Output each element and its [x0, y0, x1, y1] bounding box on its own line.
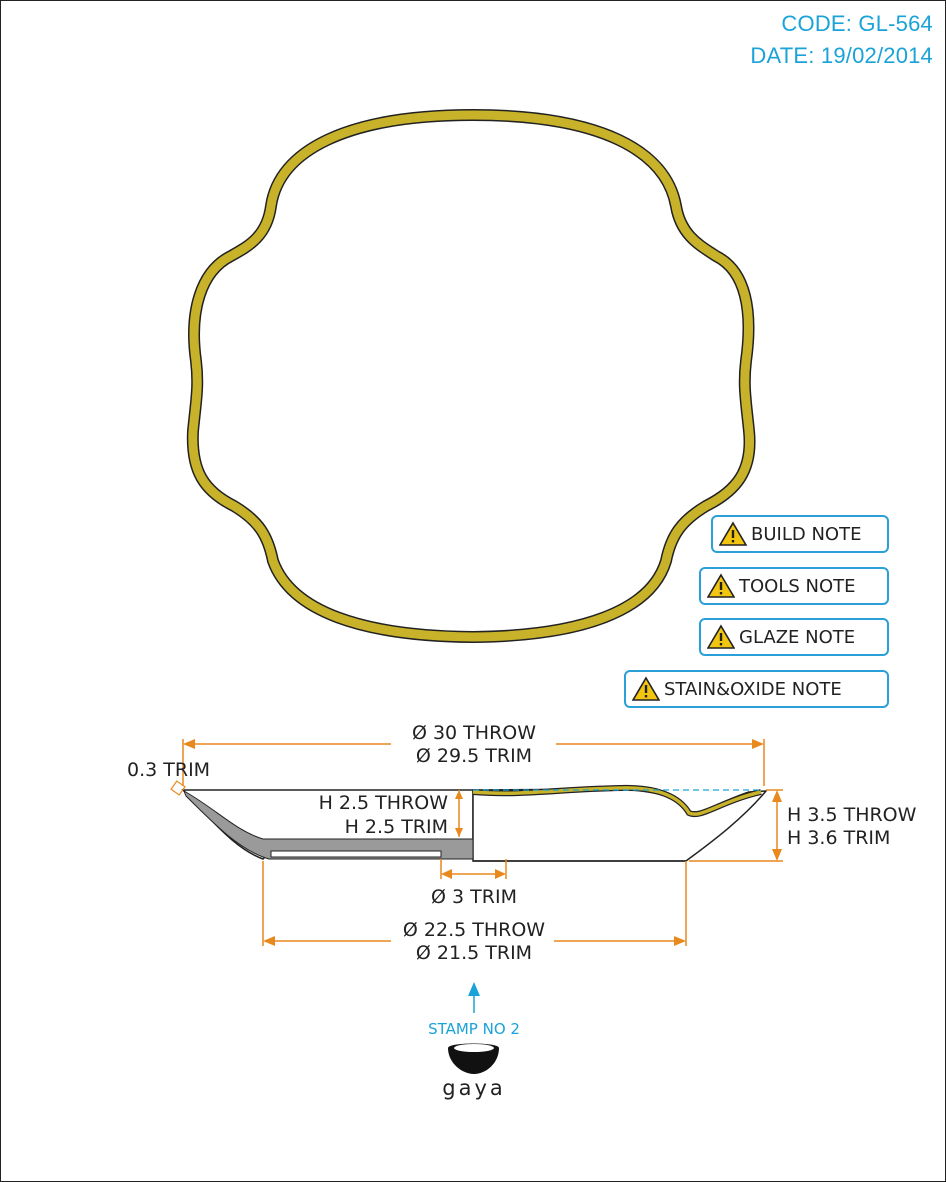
code-label: CODE: GL-564	[781, 11, 933, 36]
gaya-logo: gaya	[442, 1043, 506, 1100]
date-label: DATE: 19/02/2014	[750, 43, 933, 68]
inner-height-throw-label: H 2.5 THROW	[319, 792, 449, 814]
warning-icon	[707, 573, 735, 598]
dimension-lines	[182, 739, 783, 946]
tools-note-button[interactable]: TOOLS NOTE	[699, 567, 889, 605]
build-note-label: BUILD NOTE	[751, 523, 862, 545]
base-throw-label: Ø 22.5 THROW	[403, 919, 545, 941]
rim-trim-label: 0.3 TRIM	[127, 759, 210, 781]
build-note-button[interactable]: BUILD NOTE	[711, 515, 889, 553]
diameter-throw-label: Ø 30 THROW	[412, 722, 536, 744]
dimension-labels: Ø 30 THROW Ø 29.5 TRIM 0.3 TRIM H 2.5 TH…	[127, 722, 917, 964]
bowl-logo-icon	[448, 1043, 499, 1074]
plate-cross-section	[170, 780, 768, 862]
foot-width-trim-label: Ø 3 TRIM	[431, 886, 517, 908]
stamp-label: STAMP NO 2	[428, 1020, 520, 1038]
glaze-note-button[interactable]: GLAZE NOTE	[699, 618, 889, 656]
base-trim-label: Ø 21.5 TRIM	[416, 942, 532, 964]
warning-icon	[719, 521, 747, 546]
height-trim-label: H 3.6 TRIM	[787, 827, 890, 849]
stamp-indicator: STAMP NO 2	[428, 982, 520, 1038]
stain-oxide-note-button[interactable]: STAIN&OXIDE NOTE	[624, 670, 889, 708]
gaya-logo-text: gaya	[442, 1076, 506, 1100]
tools-note-label: TOOLS NOTE	[739, 575, 856, 597]
stain-oxide-note-label: STAIN&OXIDE NOTE	[664, 678, 842, 700]
inner-height-trim-label: H 2.5 TRIM	[345, 816, 448, 838]
stamp-arrow-icon	[468, 982, 480, 996]
warning-icon	[632, 676, 660, 701]
height-throw-label: H 3.5 THROW	[787, 804, 917, 826]
diameter-trim-label: Ø 29.5 TRIM	[416, 745, 532, 767]
warning-icon	[707, 624, 735, 649]
plate-outline-top-view	[186, 108, 756, 644]
glaze-note-label: GLAZE NOTE	[739, 626, 856, 648]
